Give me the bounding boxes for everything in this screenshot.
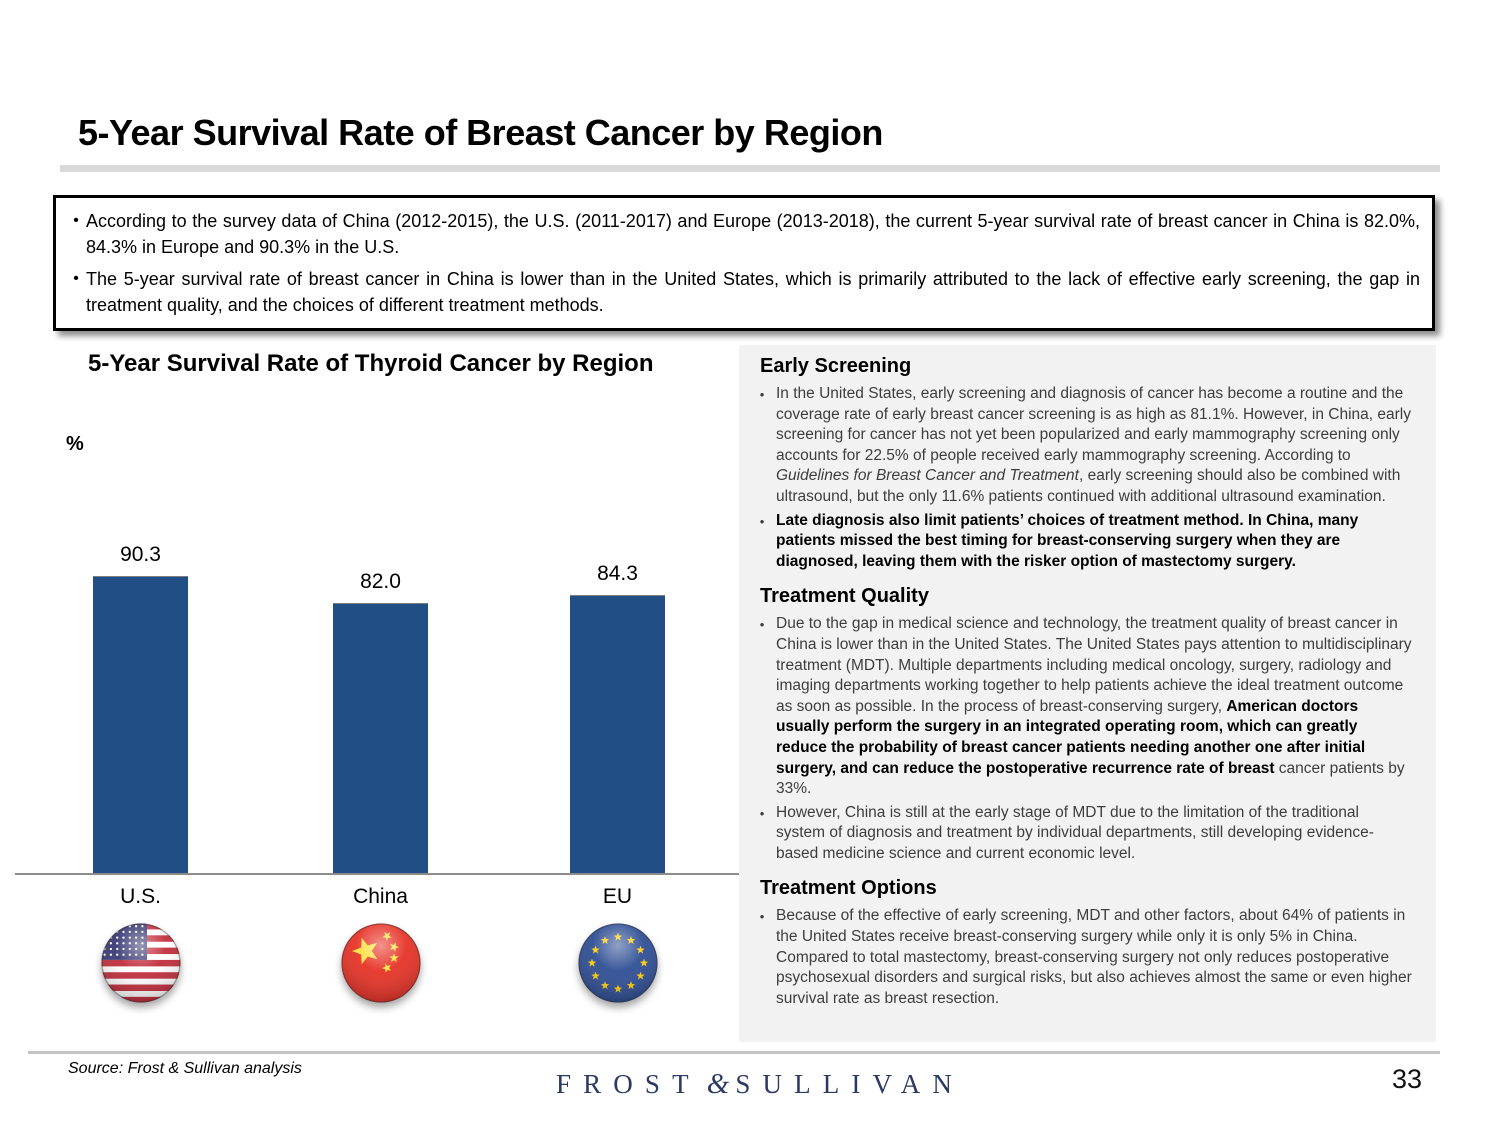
bar-china bbox=[333, 603, 428, 873]
section-bullet-list: • Because of the effective of early scree… bbox=[748, 906, 1412, 1009]
section-heading: Treatment Options bbox=[760, 877, 937, 900]
bar-chart-plot-area: 90.3 82.0 84.3 bbox=[15, 430, 745, 875]
summary-bullet: • According to the survey data of China (… bbox=[66, 208, 1420, 260]
summary-bullet: • The 5-year survival rate of breast canc… bbox=[66, 266, 1420, 318]
source-note: Source: Frost & Sullivan analysis bbox=[68, 1060, 302, 1077]
page-title: 5-Year Survival Rate of Breast Cancer by… bbox=[78, 112, 883, 154]
detail-panel: Early Screening • In the United States, ea… bbox=[739, 345, 1436, 1042]
frost-sullivan-logo: FROST & SULLIVAN bbox=[500, 1068, 1020, 1101]
flag-icon-eu bbox=[577, 923, 658, 1003]
bullet-marker: • bbox=[759, 805, 765, 821]
section-bullet: • In the United States, early screening a… bbox=[748, 384, 1412, 508]
section-bullet: • Due to the gap in medical science and t… bbox=[748, 614, 1412, 799]
section-bullet: • However, China is still at the early st… bbox=[748, 803, 1412, 865]
section-bullet-text: In the United States, early screening an… bbox=[776, 385, 1411, 505]
bar-value-label: 90.3 bbox=[120, 543, 161, 566]
summary-bullet-text: According to the survey data of China (2… bbox=[86, 211, 1420, 257]
logo-ampersand: & bbox=[706, 1068, 730, 1100]
section-heading: Early Screening bbox=[760, 355, 912, 377]
category-axis-row: U.S. China EU bbox=[15, 885, 745, 1055]
section-bullet-text: However, China is still at the early sta… bbox=[776, 803, 1374, 862]
bar-value-label: 82.0 bbox=[360, 570, 401, 593]
section-bullet-list: • In the United States, early screening a… bbox=[748, 384, 1412, 572]
category-label: China bbox=[353, 885, 408, 908]
summary-box: • According to the survey data of China (… bbox=[53, 195, 1435, 331]
bullet-marker: • bbox=[759, 387, 765, 402]
chart-unit-label: % bbox=[66, 433, 84, 455]
section-heading: Treatment Quality bbox=[760, 585, 929, 608]
section-bullet-text: Due to the gap in medical science and te… bbox=[776, 615, 1412, 798]
category-label: EU bbox=[602, 885, 633, 908]
summary-bullet-list: • According to the survey data of China (… bbox=[66, 208, 1420, 318]
flag-icon-china bbox=[340, 923, 421, 1003]
category-label: U.S. bbox=[120, 885, 161, 908]
chart-title: 5-Year Survival Rate of Thyroid Cancer b… bbox=[88, 350, 654, 377]
bullet-marker: • bbox=[73, 270, 79, 287]
summary-bullet-text: The 5-year survival rate of breast cance… bbox=[86, 269, 1420, 315]
section-bullet-text: Because of the effective of early screen… bbox=[776, 907, 1412, 1007]
section-bullet: • Because of the effective of early scree… bbox=[748, 906, 1412, 1009]
flag-icon-us bbox=[100, 923, 181, 1003]
title-divider bbox=[60, 165, 1440, 172]
section-bullet-list: • Due to the gap in medical science and t… bbox=[748, 614, 1412, 864]
logo-word-frost: FROST bbox=[555, 1069, 701, 1099]
bar-value-label: 84.3 bbox=[597, 562, 638, 585]
category-group: U.S. bbox=[93, 885, 188, 1003]
bar-us bbox=[93, 576, 188, 873]
bullet-marker: • bbox=[759, 513, 765, 529]
category-group: EU bbox=[570, 885, 665, 1003]
bullet-marker: • bbox=[759, 909, 765, 925]
footer-divider bbox=[28, 1051, 1440, 1054]
bullet-marker: • bbox=[759, 617, 765, 633]
bar-eu bbox=[570, 595, 665, 873]
section-bullet-text: Late diagnosis also limit patients’ choi… bbox=[776, 511, 1359, 570]
logo-word-sullivan: SULLIVAN bbox=[735, 1069, 965, 1099]
bullet-marker: • bbox=[73, 212, 79, 229]
section-bullet: • Late diagnosis also limit patients’ cho… bbox=[748, 511, 1412, 573]
page-number: 33 bbox=[1391, 1064, 1422, 1094]
category-group: China bbox=[333, 885, 428, 1003]
x-axis-line bbox=[15, 873, 745, 875]
